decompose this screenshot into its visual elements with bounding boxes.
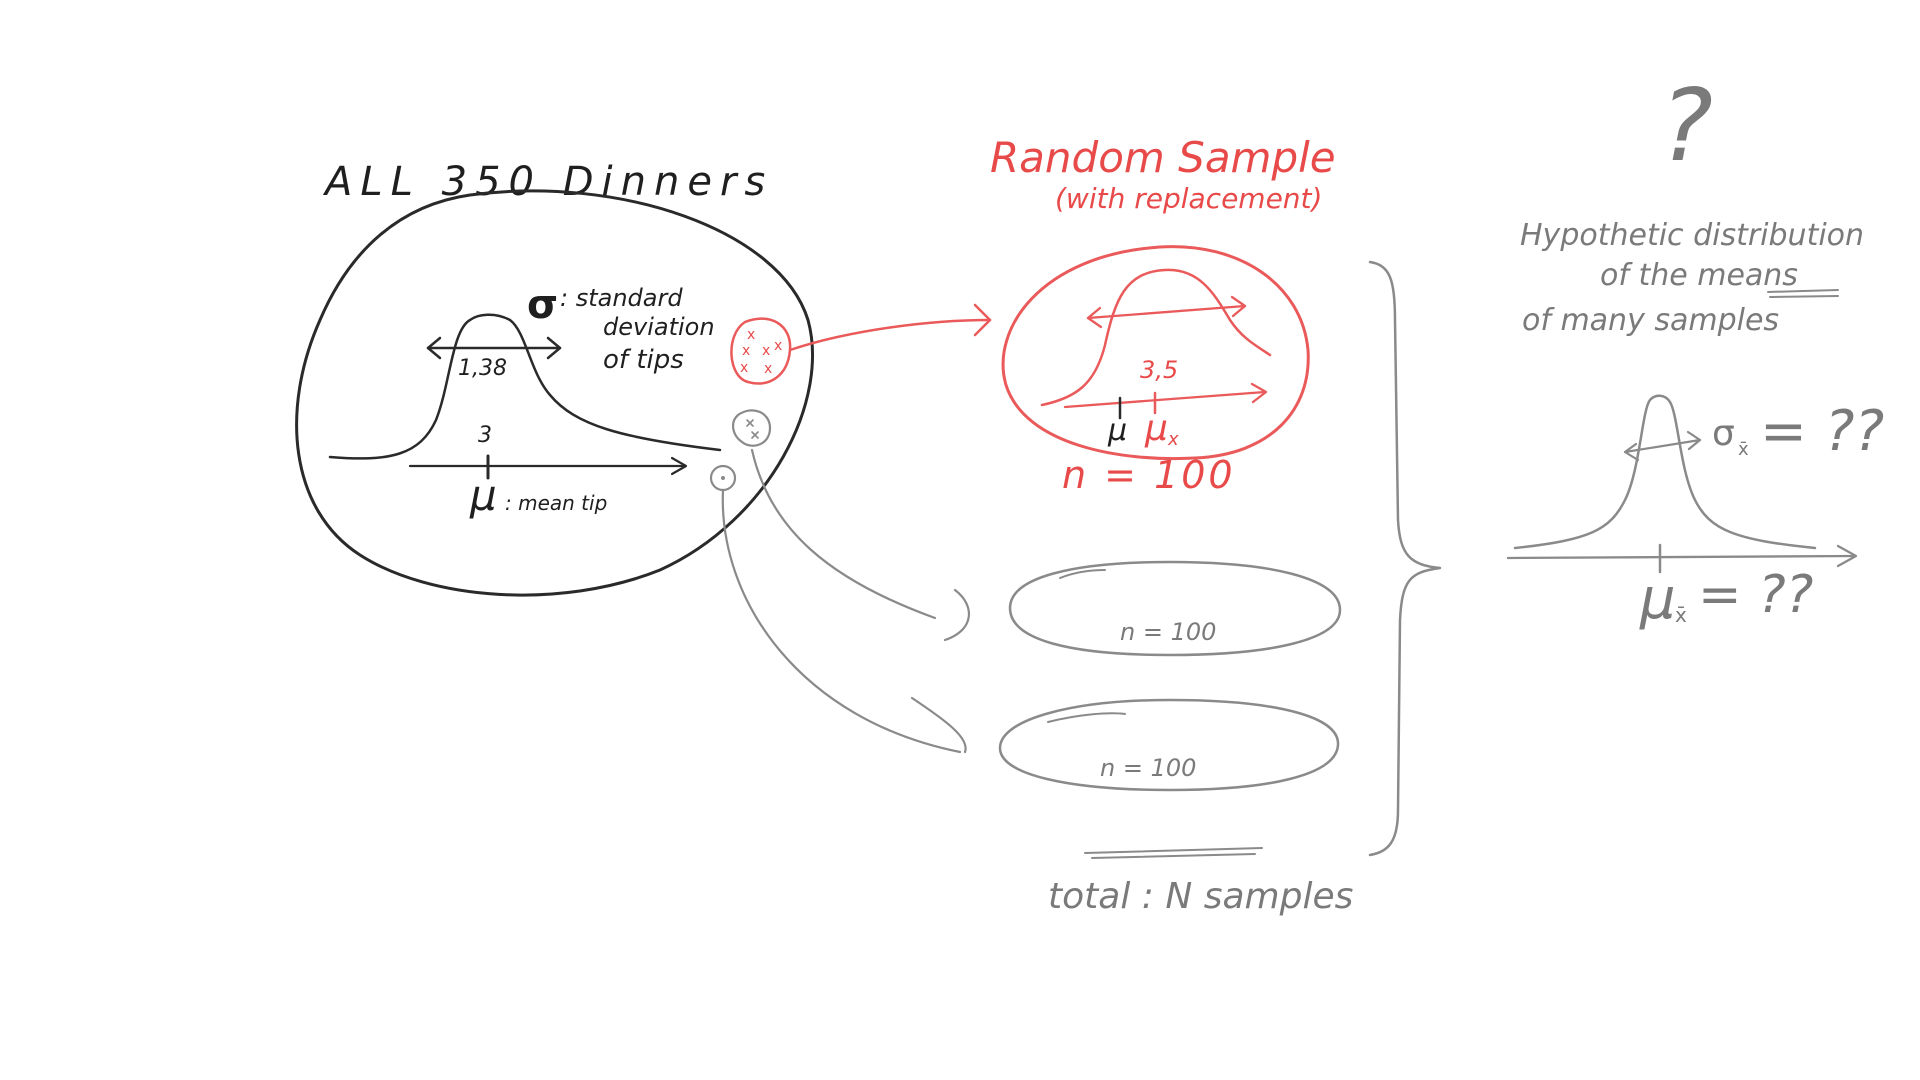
population-distribution-curve (328, 313, 722, 460)
population-sigma-symbol: σ (527, 282, 558, 328)
total-samples-label: total : N samples (1048, 876, 1353, 917)
sample-ellipse (1001, 245, 1310, 460)
hypothetical-x-axis (1506, 554, 1857, 560)
population-std-value: 1,38 (458, 356, 507, 381)
sampled-subset-blob (730, 317, 792, 385)
hypothetical-std-arrow-right (1686, 430, 1702, 451)
population-title: ALL 350 Dinners (322, 159, 773, 205)
total-underline-2 (1091, 853, 1256, 859)
sample-mu-x-sub: x (1167, 429, 1179, 450)
sigma-xbar-sub: x̄ (1738, 439, 1749, 460)
population-mu-desc: : mean tip (505, 491, 607, 515)
other-sample-ellipse-1-tail (1059, 569, 1106, 579)
hypothetical-group: ? Hypothetic distribution of the means o… (1506, 67, 1884, 632)
other-samples-group: n = 100 n = 100 total : N samples (721, 260, 1442, 917)
gray-arrow-2-curve (721, 488, 962, 754)
gray-arrow-1-head (943, 588, 970, 642)
hypothetical-std-arrow-left (1623, 442, 1640, 462)
hypothetical-line-2: of the means (1600, 258, 1798, 293)
population-std-arrow-left (426, 336, 442, 360)
sigma-xbar-value: = ?? (1760, 399, 1884, 464)
population-x-axis-arrowhead (670, 456, 688, 476)
sample-std-arrow-right (1230, 295, 1247, 318)
hypothetical-distribution-curve (1513, 394, 1817, 550)
sample-title: Random Sample (990, 133, 1336, 182)
other-sample-ellipse-1 (1008, 560, 1342, 657)
sample-distribution-curve (1040, 268, 1272, 407)
hypothetical-line-3: of many samples (1522, 303, 1779, 338)
other-sample-ellipse-2-tail (1047, 712, 1126, 723)
sample-std-arrow-line (1086, 304, 1247, 320)
gray-arrow-1-curve (750, 448, 937, 620)
population-to-sample-arrow (788, 318, 992, 352)
sample-std-arrow-left (1086, 306, 1103, 329)
sigma-xbar-label: σ (1712, 413, 1735, 454)
gray-subset-dot (721, 476, 725, 480)
sample-group: Random Sample (with replacement) 3,5 μ μ… (788, 133, 1336, 497)
sample-x-axis (1063, 390, 1267, 409)
hypothetical-line-1: Hypothetic distribution (1520, 218, 1864, 253)
population-sigma-desc-2: deviation (603, 313, 715, 341)
means-underline-2 (1769, 295, 1839, 298)
question-mark: ? (1660, 67, 1713, 184)
sample-mark-2: x (742, 343, 750, 359)
means-underline-1 (1767, 289, 1839, 293)
sample-mu-label: μ (1107, 413, 1127, 448)
other-sample-2-n-label: n = 100 (1100, 754, 1196, 782)
other-sample-ellipse-2 (998, 698, 1340, 792)
sample-mark-3: x (762, 343, 770, 359)
sample-mark-6: x (764, 361, 772, 377)
sample-x-axis-arrowhead (1250, 382, 1268, 404)
hypothetical-x-axis-arrowhead (1836, 544, 1858, 568)
mu-xbar-sub: x̄ (1675, 603, 1687, 627)
other-sample-1-n-label: n = 100 (1120, 618, 1216, 646)
population-mu-symbol: μ (469, 471, 497, 520)
mu-xbar-value: = ?? (1698, 565, 1813, 625)
sample-mark-5: x (740, 360, 748, 376)
population-std-arrow-right (546, 336, 562, 360)
gray-arrow-2-head (910, 696, 967, 754)
gray-subset-blob-1 (732, 409, 772, 447)
hypothetical-std-arrow-line (1623, 438, 1702, 454)
population-sigma-desc-3: of tips (603, 345, 684, 375)
sample-mark-1: x (747, 327, 755, 343)
sample-n-label: n = 100 (1062, 453, 1236, 497)
sample-mean-value: 3,5 (1140, 356, 1178, 384)
sample-mu-x-label: μ (1144, 408, 1168, 449)
population-group: ALL 350 Dinners 1,38 3 μ : mean tip σ : … (295, 159, 814, 597)
total-underline-1 (1084, 847, 1263, 854)
sample-mark-4: x (774, 338, 782, 354)
population-to-sample-arrowhead (973, 303, 992, 337)
population-ellipse (295, 189, 814, 597)
population-mean-value: 3 (478, 423, 492, 448)
mu-xbar-label: μ (1639, 567, 1676, 632)
samples-brace (1368, 260, 1442, 857)
sample-subtitle: (with replacement) (1055, 182, 1322, 215)
population-sigma-desc-1: : standard (560, 284, 683, 312)
gray-subset-mark (746, 419, 759, 439)
